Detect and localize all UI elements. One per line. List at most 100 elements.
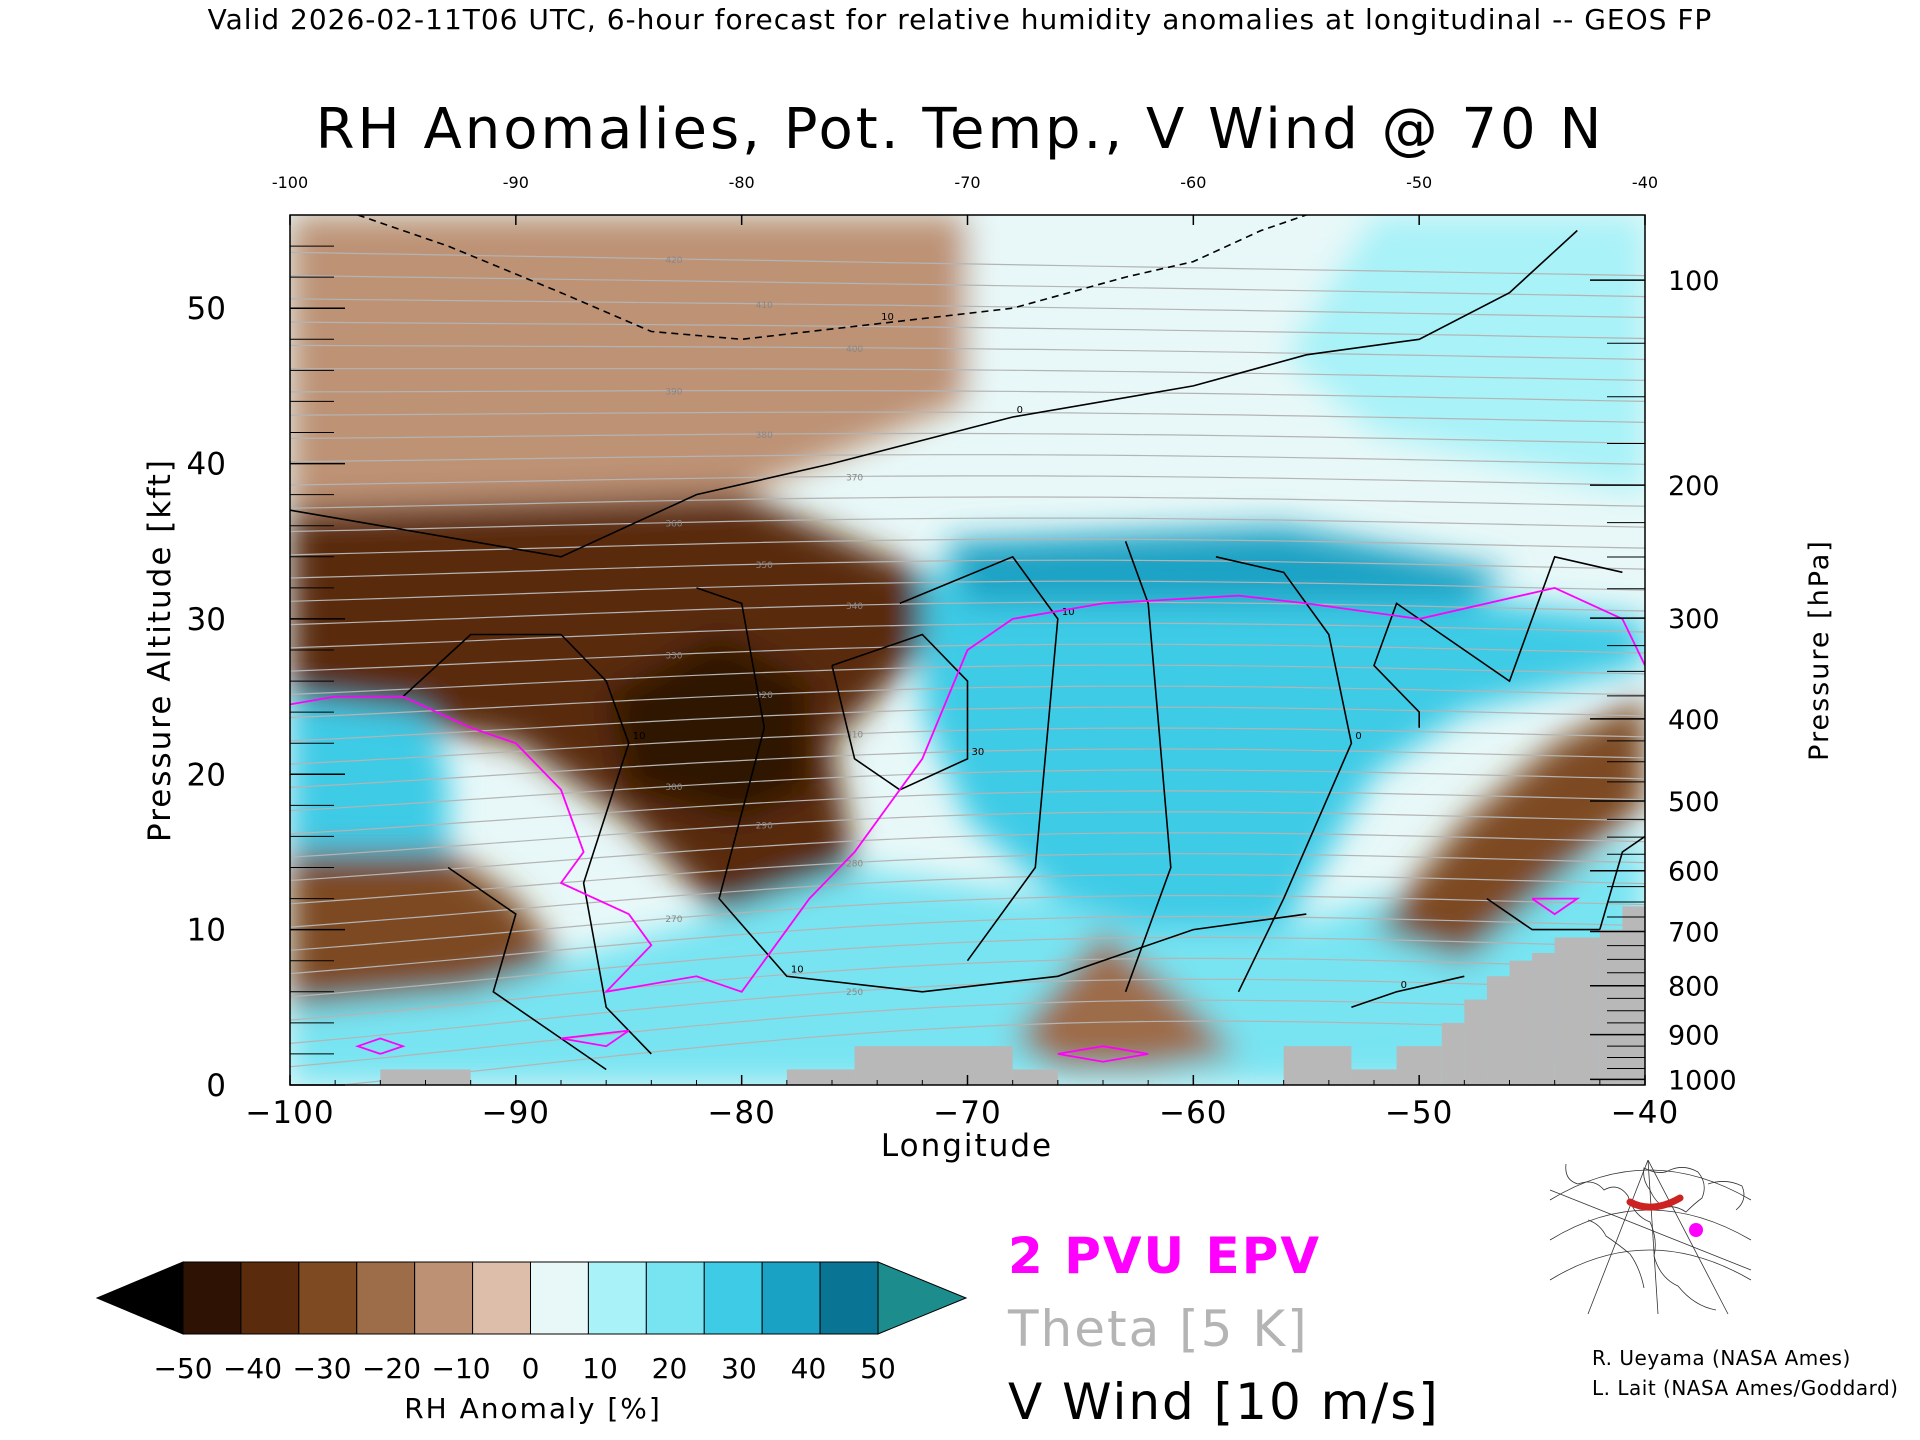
x-top-tick-label: -70 [954,173,980,192]
epv-contour [560,1029,630,1048]
v-wind-contour [831,633,969,791]
x-tick-label: −40 [1611,1095,1679,1131]
theta-contour-380 [290,432,1645,444]
colorbar-swatch [298,1261,358,1335]
colorbar-tick-label: −10 [431,1352,490,1385]
pressure-tick-label: 300 [1668,604,1720,635]
rh-region-mid-moist-core [922,572,1645,930]
colorbar-tick-label: 40 [791,1352,827,1385]
legend-v-wind: V Wind [10 m/s] [1008,1373,1440,1431]
epv-contour [290,586,1645,994]
pressure-tick-label: 100 [1668,266,1720,297]
theta-contour-360 [290,517,1645,533]
theta-label: 380 [756,431,773,441]
rh-region-right-dry-band [1374,696,1645,961]
colorbar-tick-label: 30 [721,1352,757,1385]
colorbar-swatch [819,1261,879,1335]
theta-contour-285 [290,832,1645,882]
v-wind-contour [1351,975,1465,1009]
x-top-tick-label: -60 [1180,173,1206,192]
epv-contour [1531,897,1581,916]
theta-contour-400 [290,344,1645,361]
terrain-block [1554,937,1600,1085]
legend-theta: Theta [5 K] [1008,1300,1309,1358]
colorbar-swatch [356,1261,416,1335]
terrain-block [1012,1069,1058,1085]
y-tick-label: 40 [187,447,226,483]
theta-contour-365 [290,496,1645,509]
theta-contour-325 [290,664,1645,695]
terrain-block [1464,999,1487,1085]
colorbar-swatch [182,1261,242,1335]
colorbar-tick-label: 10 [582,1352,618,1385]
terrain-block [1486,976,1510,1085]
v-wind-label: 0 [1401,980,1407,991]
y-tick-label: 20 [187,757,226,793]
terrain-block [1283,1046,1352,1085]
v-wind-contour [357,215,1307,341]
colorbar: −50 −40 −30 −20 −10 0 10 20 30 40 50 [95,1261,968,1385]
colorbar-tick-label: 20 [652,1352,688,1385]
theta-label: 250 [846,988,863,998]
credit-line: L. Lait (NASA Ames/Goddard) [1592,1376,1899,1400]
v-wind-label: 0 [1017,405,1023,416]
v-wind-label: 0 [1355,731,1361,742]
v-wind-contour [402,633,652,1055]
theta-contour-275 [290,874,1645,928]
header-text: Valid 2026-02-11T06 UTC, 6-hour forecast… [207,3,1713,36]
x-tick-label: −100 [245,1095,334,1131]
theta-contour-240 [335,1020,1645,1085]
x-tick-label: −50 [1385,1095,1453,1131]
colorbar-swatch [414,1261,474,1335]
colorbar-swatch [472,1261,532,1335]
colorbar-swatch [587,1261,647,1335]
rh-region-stratosphere-moist [1283,215,1645,495]
theta-contour-330 [290,643,1645,672]
theta-contour-250 [290,978,1645,1044]
theta-label: 280 [846,859,863,869]
theta-contour-415 [290,275,1645,298]
theta-contour-420 [290,251,1645,277]
colorbar-swatch [645,1261,705,1335]
inset-section-track [1626,1194,1684,1211]
theta-label: 400 [846,345,863,355]
theta-contour-390 [290,390,1645,402]
colorbar-tick-label: 0 [522,1352,540,1385]
colorbar-swatch [240,1261,300,1335]
colorbar-swatch [530,1261,589,1335]
pressure-tick-label: 600 [1668,857,1720,888]
x-tick-label: −60 [1159,1095,1227,1131]
credit-line: R. Ueyama (NASA Ames) [1592,1346,1851,1370]
theta-contour-410 [290,298,1645,319]
legend-epv: 2 PVU EPV [1008,1227,1322,1285]
terrain-block [380,1069,471,1085]
rh-region-core-dry [606,634,810,821]
x-tick-label: −80 [707,1095,775,1131]
colorbar-over-arrow [877,1261,968,1335]
colorbar-tick-label: −30 [292,1352,351,1385]
theta-label: 370 [846,473,863,483]
x-tick-label: −90 [482,1095,550,1131]
pressure-tick-label: 700 [1668,918,1720,949]
v-wind-contour [1486,835,1645,931]
v-wind-contour [899,555,1059,962]
theta-label: 360 [665,520,682,530]
y-tick-label: 50 [187,291,226,327]
colorbar-tick-label: −20 [362,1352,421,1385]
theta-label: 350 [756,561,773,571]
theta-contour-270 [290,894,1645,951]
inset-location-map [1549,1160,1752,1315]
v-wind-contour [1124,541,1172,993]
x-top-tick-label: -40 [1632,173,1658,192]
theta-label: 330 [665,651,682,661]
y-tick-label: 10 [187,913,226,949]
theta-contour-340 [290,601,1645,626]
theta-label: 320 [756,691,773,701]
theta-contour-265 [290,915,1645,975]
theta-label: 300 [665,783,682,793]
theta-contour-335 [290,622,1645,649]
v-wind-contours: 0 10 10 30 10 0 0 10 [290,215,1645,1071]
v-wind-label: 10 [1062,607,1075,618]
rh-region-surface-dry-halo [1012,929,1239,1070]
theta-contour-370 [290,475,1645,486]
